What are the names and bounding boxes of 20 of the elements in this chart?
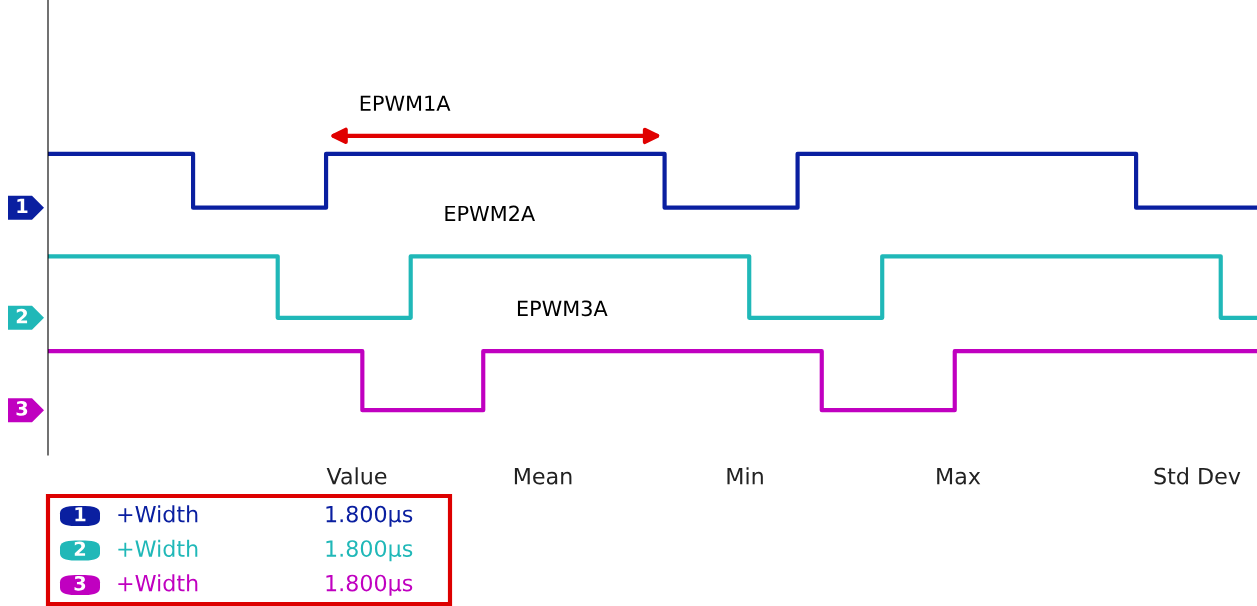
text: +Width: [118, 505, 198, 523]
text: Min: [727, 467, 763, 485]
text: Value: [326, 467, 387, 485]
series-label: EPWM3A: [517, 300, 608, 317]
text: Max: [937, 467, 981, 485]
text: +Width: [118, 539, 198, 557]
text: 2: [74, 541, 86, 556]
text: 1: [75, 507, 86, 522]
text: 1.800µs: [326, 574, 413, 596]
text: 3: [16, 401, 28, 416]
text: Mean: [514, 467, 572, 485]
text: +Width: [118, 574, 198, 592]
text: 2: [16, 308, 28, 324]
text: Std Dev: [1154, 467, 1241, 485]
text: EPWM1A: [360, 95, 451, 111]
series-label: EPWM2A: [445, 205, 536, 222]
text: 1.800µs: [326, 540, 413, 562]
text: 1: [17, 198, 28, 213]
text: 3: [74, 575, 86, 591]
text: 1.800µs: [326, 505, 413, 527]
